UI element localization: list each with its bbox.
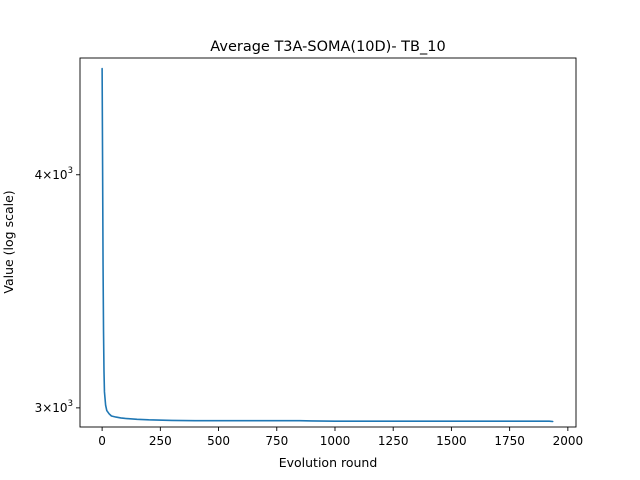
x-axis-label: Evolution round xyxy=(279,455,378,470)
plot-frame xyxy=(79,57,577,428)
series-layer xyxy=(101,67,554,423)
x-tick-label: 1500 xyxy=(436,434,467,448)
x-tick-label: 1250 xyxy=(378,434,409,448)
chart-title: Average T3A-SOMA(10D)- TB_10 xyxy=(210,39,445,55)
y-tick-base: 3× xyxy=(35,401,53,415)
x-tick-label: 1750 xyxy=(494,434,525,448)
y-tick-label: 4×103 xyxy=(35,166,73,182)
x-tick-label: 500 xyxy=(207,434,230,448)
y-axis-label: Value (log scale) xyxy=(1,190,16,293)
x-tick-label: 1000 xyxy=(320,434,351,448)
y-tick-mantissa: 10 xyxy=(52,168,67,182)
y-tick-label: 3×103 xyxy=(35,399,73,415)
x-tick-label: 250 xyxy=(149,434,172,448)
y-tick-exponent: 3 xyxy=(68,166,73,176)
x-axis: 0 250 500 750 1000 1250 1500 1750 2000 xyxy=(98,427,583,448)
x-tick-label: 0 xyxy=(98,434,106,448)
x-tick-label: 750 xyxy=(265,434,288,448)
series-line xyxy=(101,67,554,423)
y-tick-exponent: 3 xyxy=(68,399,73,409)
x-tick-label: 2000 xyxy=(553,434,584,448)
y-tick-mantissa: 10 xyxy=(52,401,67,415)
y-tick-base: 4× xyxy=(35,168,53,182)
